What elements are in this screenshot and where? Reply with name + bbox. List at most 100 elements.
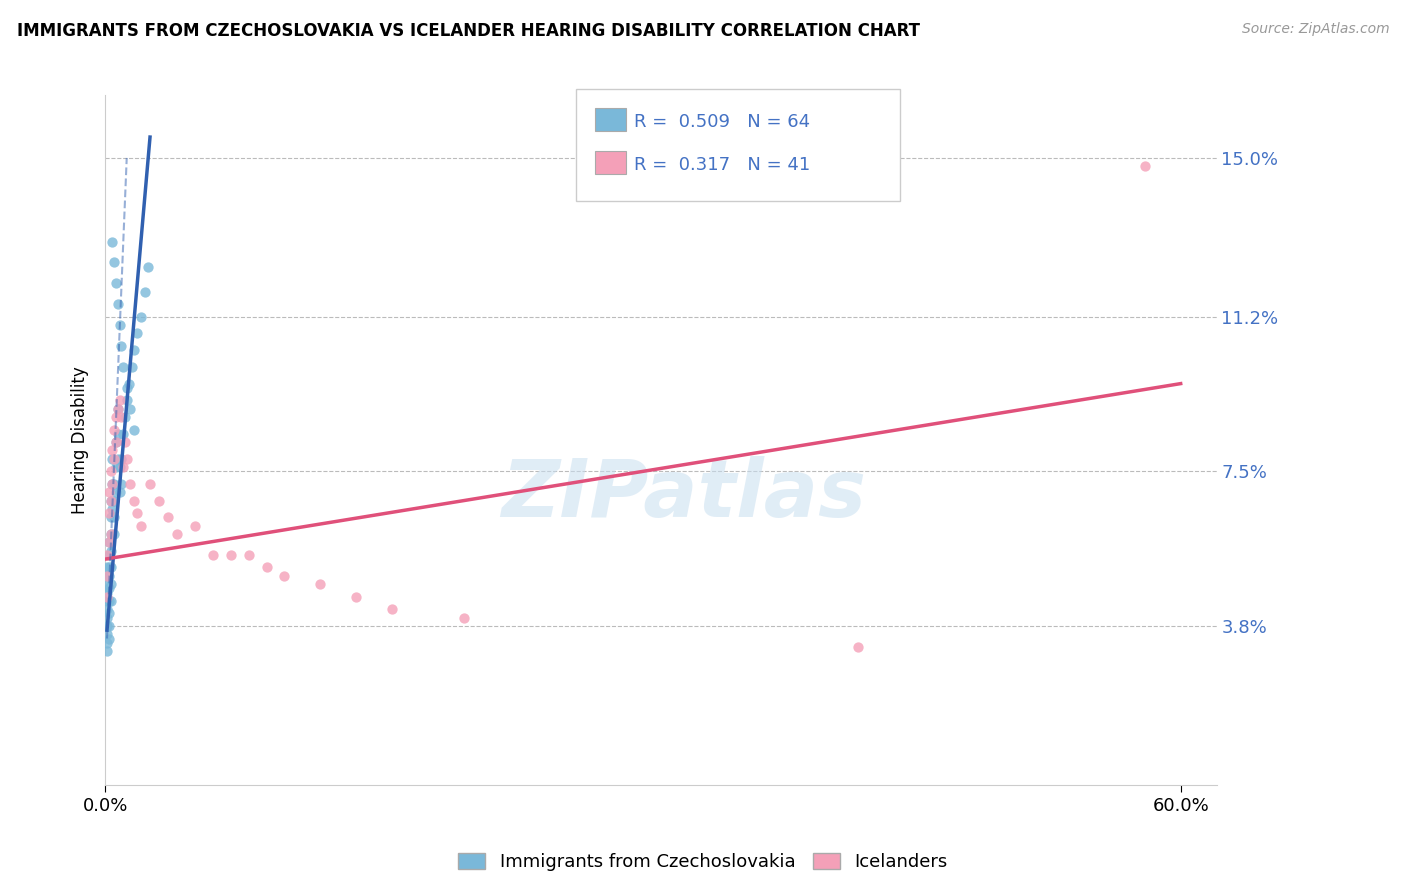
Point bbox=[127, 506, 149, 520]
Point bbox=[108, 393, 131, 408]
Point bbox=[184, 518, 207, 533]
Point bbox=[100, 493, 122, 508]
Point bbox=[100, 493, 122, 508]
Point bbox=[96, 560, 118, 574]
Point bbox=[104, 277, 127, 291]
Point bbox=[97, 485, 120, 500]
Point bbox=[104, 435, 127, 450]
Point bbox=[96, 548, 118, 562]
Point bbox=[117, 376, 139, 391]
Point bbox=[108, 460, 131, 475]
Point bbox=[110, 339, 132, 353]
Point bbox=[97, 560, 120, 574]
Text: Source: ZipAtlas.com: Source: ZipAtlas.com bbox=[1241, 22, 1389, 37]
Y-axis label: Hearing Disability: Hearing Disability bbox=[72, 366, 89, 514]
Point bbox=[110, 476, 132, 491]
Point bbox=[100, 527, 122, 541]
Point bbox=[110, 410, 132, 425]
Point bbox=[846, 640, 869, 654]
Point bbox=[103, 510, 125, 524]
Point bbox=[129, 310, 152, 324]
Point bbox=[136, 260, 159, 274]
Point bbox=[115, 393, 138, 408]
Point bbox=[96, 569, 118, 583]
Point bbox=[114, 410, 136, 425]
Point bbox=[100, 543, 122, 558]
Point bbox=[103, 255, 125, 269]
Point bbox=[103, 527, 125, 541]
Point bbox=[107, 297, 129, 311]
Legend: Immigrants from Czechoslovakia, Icelanders: Immigrants from Czechoslovakia, Icelande… bbox=[451, 846, 955, 879]
Point bbox=[100, 577, 122, 591]
Point bbox=[101, 235, 124, 249]
Point bbox=[108, 318, 131, 332]
Point bbox=[127, 326, 149, 341]
Point bbox=[103, 423, 125, 437]
Point bbox=[107, 451, 129, 466]
Point bbox=[115, 451, 138, 466]
Point bbox=[104, 485, 127, 500]
Point bbox=[273, 569, 295, 583]
Point bbox=[108, 485, 131, 500]
Point bbox=[97, 535, 120, 549]
Point bbox=[97, 506, 120, 520]
Point bbox=[166, 527, 188, 541]
Point bbox=[110, 451, 132, 466]
Text: R =  0.317   N = 41: R = 0.317 N = 41 bbox=[634, 156, 810, 174]
Point bbox=[97, 569, 120, 583]
Point bbox=[122, 343, 145, 358]
Point bbox=[100, 464, 122, 478]
Point bbox=[148, 493, 170, 508]
Point bbox=[96, 635, 118, 649]
Point bbox=[219, 548, 242, 562]
Point bbox=[112, 359, 135, 374]
Point bbox=[1133, 159, 1156, 173]
Point bbox=[107, 401, 129, 416]
Point bbox=[112, 426, 135, 441]
Point bbox=[96, 610, 118, 624]
Point bbox=[344, 590, 367, 604]
Point bbox=[104, 460, 127, 475]
Point bbox=[100, 510, 122, 524]
Point bbox=[100, 594, 122, 608]
Point bbox=[97, 607, 120, 621]
Point bbox=[96, 594, 118, 608]
Point bbox=[96, 644, 118, 658]
Text: IMMIGRANTS FROM CZECHOSLOVAKIA VS ICELANDER HEARING DISABILITY CORRELATION CHART: IMMIGRANTS FROM CZECHOSLOVAKIA VS ICELAN… bbox=[17, 22, 920, 40]
Point bbox=[97, 548, 120, 562]
Point bbox=[103, 451, 125, 466]
Point bbox=[122, 493, 145, 508]
Point bbox=[103, 476, 125, 491]
Point bbox=[101, 451, 124, 466]
Text: ZIPatlas: ZIPatlas bbox=[501, 456, 866, 534]
Point bbox=[97, 582, 120, 596]
Point bbox=[107, 426, 129, 441]
Point bbox=[96, 627, 118, 641]
Point bbox=[97, 535, 120, 549]
Point bbox=[238, 548, 260, 562]
Point bbox=[96, 619, 118, 633]
Point bbox=[101, 476, 124, 491]
Point bbox=[115, 381, 138, 395]
Point bbox=[100, 560, 122, 574]
Point bbox=[97, 619, 120, 633]
Point bbox=[201, 548, 224, 562]
Text: R =  0.509   N = 64: R = 0.509 N = 64 bbox=[634, 113, 810, 131]
Point bbox=[101, 443, 124, 458]
Point bbox=[101, 476, 124, 491]
Point bbox=[96, 590, 118, 604]
Point bbox=[114, 435, 136, 450]
Point bbox=[256, 560, 278, 574]
Point bbox=[96, 602, 118, 616]
Point bbox=[129, 518, 152, 533]
Point bbox=[104, 435, 127, 450]
Point bbox=[101, 502, 124, 516]
Point bbox=[112, 460, 135, 475]
Point bbox=[97, 632, 120, 646]
Point bbox=[96, 569, 118, 583]
Point bbox=[122, 423, 145, 437]
Point bbox=[121, 359, 143, 374]
Point bbox=[107, 401, 129, 416]
Point bbox=[103, 493, 125, 508]
Point bbox=[156, 510, 179, 524]
